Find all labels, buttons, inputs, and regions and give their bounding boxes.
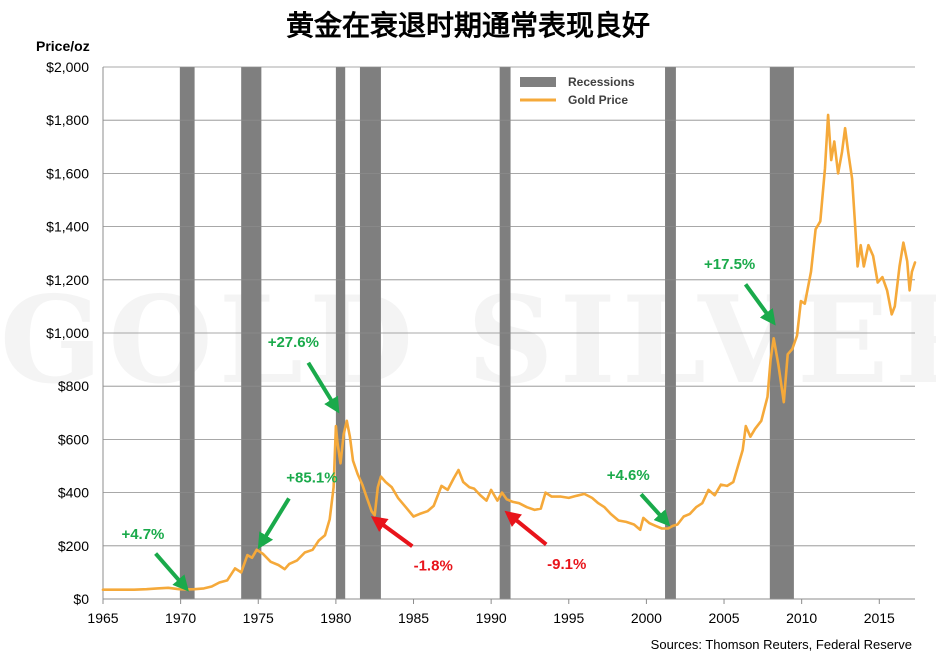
annotation-label: +85.1%	[286, 469, 337, 486]
x-tick-label: 2010	[786, 610, 817, 626]
x-tick-label: 1985	[398, 610, 429, 626]
legend-label: Gold Price	[568, 93, 628, 107]
annotation-arrow-0	[154, 552, 189, 592]
legend-label: Recessions	[568, 75, 635, 89]
series-lines	[101, 113, 917, 591]
source-note: Sources: Thomson Reuters, Federal Reserv…	[651, 637, 912, 652]
annotation-label: -9.1%	[547, 556, 586, 573]
x-tick-label: 2000	[631, 610, 662, 626]
annotation-label: +27.6%	[268, 334, 319, 351]
annotations: +4.7% +85.1% +27.6% -1.8% -9.1% +4.6% +17.5%	[121, 256, 776, 592]
legend-swatch-recessions	[520, 77, 556, 87]
annotation-arrow-2	[306, 361, 340, 414]
y-tick-label: $600	[58, 431, 89, 447]
chart-title: 黄金在衰退时期通常表现良好	[286, 9, 650, 42]
y-tick-label: $1,400	[46, 219, 89, 235]
x-tick-label: 1995	[553, 610, 584, 626]
x-tick-label: 2015	[864, 610, 895, 626]
y-tick-labels: $0 $200 $400 $600 $800 $1,000 $1,200 $1,400 $1,6…	[46, 59, 89, 607]
annotation-label: +4.7%	[121, 526, 164, 543]
y-tick-label: $2,000	[46, 59, 89, 75]
legend: Recessions Gold Price	[520, 75, 635, 107]
x-tick-labels: 1965 1970 1975 1980 1985 1990 1995 2000 2005 2010…	[87, 610, 895, 626]
annotation-arrow-3	[370, 516, 414, 548]
annotation-label: +4.6%	[607, 467, 650, 484]
grid-lines	[103, 66, 915, 547]
x-tick-label: 1990	[476, 610, 507, 626]
annotation-arrow-6	[743, 283, 776, 326]
y-tick-label: $1,600	[46, 165, 89, 181]
y-tick-label: $1,800	[46, 112, 89, 128]
annotation-arrow-5	[639, 492, 671, 527]
annotation-label: -1.8%	[414, 558, 453, 575]
y-tick-label: $200	[58, 538, 89, 554]
y-tick-label: $800	[58, 378, 89, 394]
series-line-gold-price	[101, 113, 917, 591]
y-tick-label: $1,000	[46, 325, 89, 341]
x-tick-label: 2005	[708, 610, 739, 626]
x-tick-label: 1980	[320, 610, 351, 626]
annotation-arrow-4	[504, 510, 548, 546]
y-tick-label: $400	[58, 485, 89, 501]
y-tick-label: $0	[73, 591, 89, 607]
axes	[102, 67, 915, 604]
x-tick-label: 1970	[165, 610, 196, 626]
annotation-arrow-1	[257, 497, 291, 550]
x-tick-label: 1975	[243, 610, 274, 626]
y-tick-label: $1,200	[46, 272, 89, 288]
annotation-label: +17.5%	[704, 256, 755, 273]
x-tick-label: 1965	[87, 610, 118, 626]
y-axis-unit: Price/oz	[36, 38, 90, 54]
